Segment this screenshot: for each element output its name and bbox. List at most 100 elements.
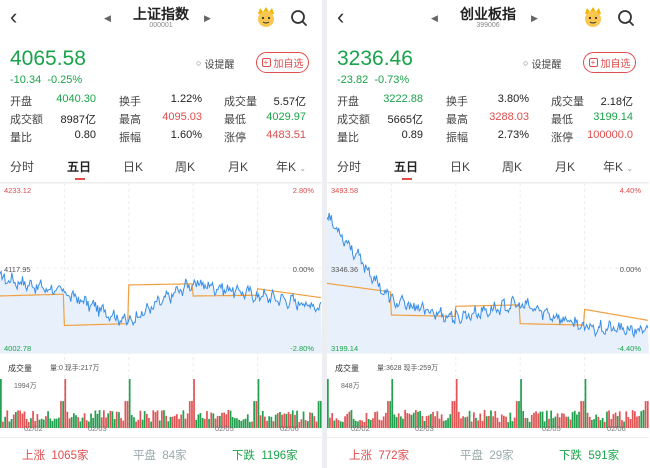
volume-bar: [283, 413, 286, 428]
period-tabs: 分时 五日 日K 周K 月K 年K ⌄: [327, 158, 649, 182]
volume-bar: [21, 413, 24, 428]
volume-bar: [385, 412, 387, 428]
volume-bar: [419, 410, 422, 428]
volume-bar: [0, 379, 2, 428]
volume-info: 量:3628 现手:259万: [377, 365, 439, 372]
volume-bar: [12, 414, 15, 428]
prev-stock-icon[interactable]: ◀: [431, 13, 438, 23]
volume-bar: [400, 416, 402, 428]
volume-bar: [229, 410, 232, 428]
tab-daily-k[interactable]: 日K: [450, 160, 471, 174]
volume-bar: [440, 414, 443, 428]
volume-bar: [434, 416, 437, 428]
volume-bar: [272, 421, 275, 428]
volume-bar: [276, 413, 279, 428]
volume-bar: [505, 416, 507, 428]
tab-yearly-k[interactable]: 年K ⌄: [603, 160, 634, 174]
volume-bar: [492, 416, 495, 428]
tab-monthly-k[interactable]: 月K: [228, 160, 249, 174]
prev-stock-icon[interactable]: ◀: [104, 13, 111, 23]
price-line: [327, 212, 649, 339]
add-watchlist-button[interactable]: + 加自选: [583, 52, 636, 73]
volume-bar: [253, 401, 256, 429]
tab-monthly-k[interactable]: 月K: [555, 160, 576, 174]
date-label: 02/05: [542, 424, 561, 433]
search-icon[interactable]: [290, 9, 308, 27]
volume-bar: [442, 420, 445, 428]
volume-bar: [289, 414, 292, 428]
volume-bar: [81, 417, 84, 428]
tab-yearly-k[interactable]: 年K ⌄: [276, 160, 307, 174]
five-day-chart[interactable]: [327, 183, 649, 437]
volume-bar: [2, 421, 4, 428]
stat-turnover: 换手 3.80%: [446, 93, 529, 108]
volume-bar: [60, 401, 62, 429]
volume-bar: [234, 418, 236, 428]
mascot-icon[interactable]: [582, 6, 604, 28]
volume-bar: [212, 413, 215, 428]
volume-bar: [507, 422, 510, 428]
volume-bar: [621, 420, 623, 428]
volume-bar: [567, 416, 570, 428]
decliners: 下跌 591家: [559, 450, 620, 462]
volume-bar: [62, 401, 65, 429]
volume-bar: [515, 401, 518, 429]
volume-bar: [367, 419, 370, 428]
index-title: 上证指数: [133, 6, 189, 22]
volume-bar: [15, 412, 17, 428]
volume-bar: [511, 421, 514, 428]
volume-bar: [120, 418, 122, 428]
add-watchlist-button[interactable]: + 加自选: [256, 52, 309, 73]
volume-bar: [339, 421, 342, 428]
back-icon[interactable]: ‹: [10, 4, 18, 29]
index-code: 000001: [149, 22, 173, 29]
volume-bar: [294, 414, 296, 428]
volume-bar: [40, 418, 43, 428]
volume-bar: [96, 413, 99, 428]
tab-five-day[interactable]: 五日: [67, 160, 92, 174]
volume-bar: [264, 416, 266, 428]
search-icon[interactable]: [617, 9, 635, 27]
tab-intraday[interactable]: 分时: [10, 160, 35, 174]
back-icon[interactable]: ‹: [337, 4, 345, 29]
volume-bar: [520, 379, 522, 428]
volume-bar: [408, 413, 411, 428]
volume-bar: [352, 418, 355, 428]
volume-bar: [344, 416, 346, 428]
five-day-chart[interactable]: [0, 183, 322, 437]
volume-bar: [329, 417, 331, 428]
volume-bar: [139, 410, 142, 428]
volume-bar: [578, 411, 580, 428]
mascot-icon[interactable]: [255, 6, 277, 28]
volume-bar: [240, 420, 243, 428]
volume-bar: [483, 409, 486, 428]
next-stock-icon[interactable]: ▶: [204, 13, 211, 23]
y-axis-top-label: 4233.12: [4, 186, 32, 195]
volume-bar: [109, 410, 112, 428]
tab-daily-k[interactable]: 日K: [123, 160, 144, 174]
tab-weekly-k[interactable]: 周K: [175, 160, 196, 174]
price-change: -10.34 -0.25%: [10, 74, 83, 86]
volume-bar: [365, 412, 368, 428]
volume-bar: [291, 410, 294, 428]
volume-bar: [309, 412, 311, 428]
volume-bar: [404, 409, 407, 428]
volume-bar: [23, 411, 26, 428]
set-alert-button[interactable]: ○ 设提醒: [196, 58, 235, 71]
next-stock-icon[interactable]: ▶: [531, 13, 538, 23]
volume-bar: [161, 410, 163, 428]
tab-intraday[interactable]: 分时: [337, 160, 362, 174]
tab-weekly-k[interactable]: 周K: [502, 160, 523, 174]
stat-volume-ratio: 量比 0.80: [10, 129, 96, 144]
volume-bar: [19, 410, 22, 428]
volume-bar: [141, 419, 144, 428]
volume-bar: [313, 416, 316, 428]
volume-bar: [227, 410, 230, 428]
top-nav-bar: ‹ ◀ 创业板指 399006 ▶: [327, 0, 649, 38]
volume-bar: [133, 417, 135, 428]
tab-five-day[interactable]: 五日: [394, 160, 419, 174]
volume-bar: [610, 419, 613, 428]
y-axis-top-label: 3493.58: [331, 186, 359, 195]
volume-bar: [231, 417, 234, 428]
set-alert-button[interactable]: ○ 设提醒: [523, 58, 562, 71]
